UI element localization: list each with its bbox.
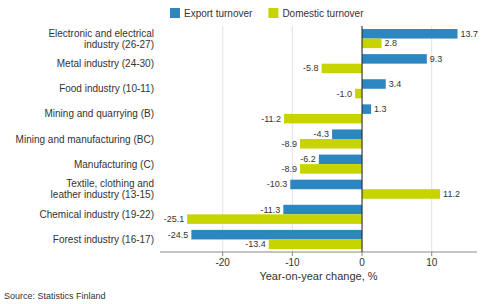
data-label: 1.3 (374, 104, 387, 114)
bar (283, 205, 362, 215)
data-label: -13.4 (245, 239, 266, 249)
tick-mark (222, 252, 223, 256)
bar (284, 114, 362, 124)
legend-swatch (170, 8, 180, 18)
x-axis-label: Year-on-year change, % (259, 270, 377, 282)
data-label: -11.2 (261, 114, 281, 124)
tick-label: -20 (215, 257, 230, 268)
data-label: 9.3 (430, 54, 443, 64)
data-label: -8.9 (282, 164, 298, 174)
data-label: 13.7 (460, 29, 478, 39)
bar (290, 180, 362, 190)
bar (362, 54, 427, 64)
bar (319, 155, 362, 165)
data-label: -10.3 (267, 179, 288, 189)
data-label: -8.9 (282, 139, 298, 149)
bar (362, 189, 440, 199)
bar (269, 239, 362, 249)
chart: -20 -10 0 10 -24.5 -11.3 -10.3 -6.2 -4.3 1.3 3.4 9.… (0, 0, 493, 304)
category-label-line: Textile, clothing and (66, 178, 154, 189)
annotation: Source: Statistics Finland (4, 291, 106, 301)
tick-label: 0 (359, 257, 365, 268)
tick-label: 10 (426, 257, 438, 268)
category-label-line: industry (26-27) (84, 39, 154, 50)
bar (362, 79, 386, 89)
legend-label: Export turnover (184, 8, 253, 19)
data-labels: -24.5 -11.3 -10.3 -6.2 -4.3 1.3 3.4 9.3 13.7 -13.… (164, 29, 478, 249)
bar (300, 139, 362, 149)
legend-swatch (268, 8, 278, 18)
bar (300, 164, 362, 174)
bar (362, 29, 457, 39)
data-label: 3.4 (389, 79, 402, 89)
tick-mark (362, 252, 363, 256)
bar (187, 214, 362, 224)
category-label: Chemical industry (19-22) (40, 209, 155, 220)
category-label: Mining and manufacturing (BC) (16, 134, 154, 145)
data-label: -1.0 (337, 89, 353, 99)
category-label: Manufacturing (C) (74, 159, 154, 170)
category-label-line: Forest industry (16-17) (53, 234, 154, 245)
data-label: 2.8 (385, 38, 398, 48)
legend-label: Domestic turnover (282, 8, 364, 19)
data-label: -11.3 (260, 205, 280, 215)
bar (362, 39, 382, 49)
bar (362, 104, 371, 114)
zero-line (362, 26, 363, 252)
data-label: -6.2 (300, 154, 316, 164)
bar (332, 129, 362, 139)
grid-line (362, 26, 363, 252)
data-label: -24.5 (168, 230, 189, 240)
category-label: Mining and quarrying (B) (45, 108, 155, 119)
data-label: -25.1 (164, 214, 185, 224)
data-label: -4.3 (314, 129, 330, 139)
bar (322, 64, 362, 74)
category-label-line: Chemical industry (19-22) (40, 209, 155, 220)
category-label-line: Food industry (10-11) (59, 83, 154, 94)
category-label: Electronic and electricalindustry (26-27… (48, 28, 154, 50)
category-label: Forest industry (16-17) (53, 234, 154, 245)
tick-mark (431, 252, 432, 256)
category-label-line: Manufacturing (C) (74, 159, 154, 170)
bar (355, 89, 362, 99)
data-label: 11.2 (443, 189, 460, 199)
category-label-line: leather industry (13-15) (51, 189, 154, 200)
category-label-line: Electronic and electrical (48, 28, 154, 39)
category-label-line: Metal industry (24-30) (57, 58, 154, 69)
legend: Export turnover Domestic turnover (170, 8, 364, 19)
tick-mark (292, 252, 293, 256)
category-label: Food industry (10-11) (59, 83, 154, 94)
bars (187, 29, 457, 249)
bar (191, 230, 362, 240)
category-label: Metal industry (24-30) (57, 58, 154, 69)
data-label: -5.8 (303, 63, 319, 73)
x-axis-line (160, 252, 477, 253)
category-label-line: Mining and quarrying (B) (45, 108, 155, 119)
category-label-line: Mining and manufacturing (BC) (16, 134, 154, 145)
category-label: Textile, clothing andleather industry (1… (51, 178, 154, 200)
tick-label: -10 (285, 257, 300, 268)
